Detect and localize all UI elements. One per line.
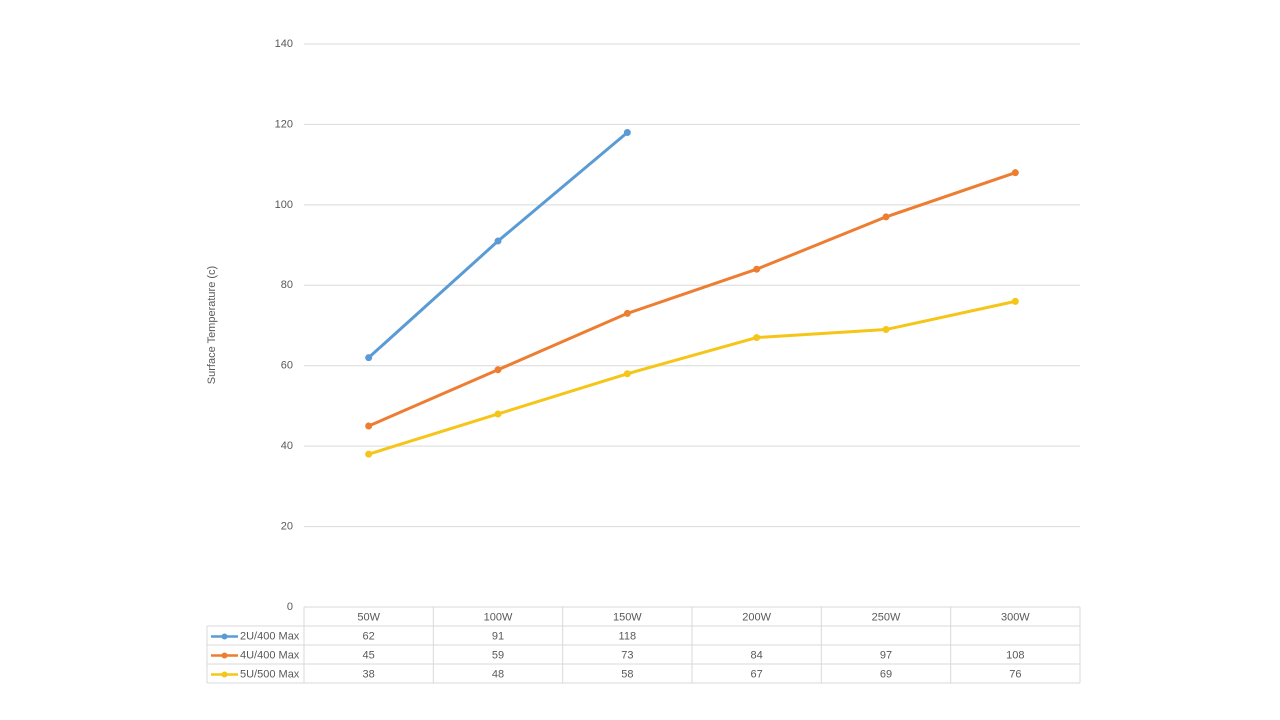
- x-tick-label: 150W: [613, 611, 642, 623]
- y-tick-label: 0: [287, 601, 293, 613]
- legend-label: 2U/400 Max: [240, 630, 300, 642]
- point-marker: [623, 370, 631, 378]
- legend-key-marker: [221, 671, 228, 678]
- point-marker: [494, 237, 502, 245]
- series-line: [368, 299, 1016, 456]
- y-tick-label: 60: [281, 360, 293, 372]
- table-value: 84: [751, 649, 763, 661]
- x-tick-label: 200W: [742, 611, 771, 623]
- point-marker: [882, 326, 890, 334]
- table-value: 108: [1006, 649, 1024, 661]
- y-tick-label: 120: [275, 118, 293, 130]
- table-value: 58: [621, 668, 633, 680]
- table-value: 97: [880, 649, 892, 661]
- point-marker: [365, 422, 373, 430]
- point-marker: [623, 128, 631, 136]
- x-tick-label: 300W: [1001, 611, 1030, 623]
- table-value: 118: [619, 630, 637, 642]
- legend-key-marker: [221, 652, 228, 659]
- x-tick-label: 50W: [357, 611, 380, 623]
- y-tick-label: 40: [281, 440, 293, 452]
- y-tick-label: 80: [281, 279, 293, 291]
- y-tick-label: 140: [275, 38, 293, 50]
- y-tick-label: 100: [275, 199, 293, 211]
- legend-label: 4U/400 Max: [240, 649, 300, 661]
- point-marker: [623, 309, 631, 317]
- table-value: 91: [492, 630, 504, 642]
- legend-label: 5U/500 Max: [240, 668, 300, 680]
- point-marker: [753, 334, 761, 342]
- table-value: 38: [363, 668, 375, 680]
- legend-key-marker: [221, 633, 228, 640]
- table-value: 48: [492, 668, 504, 680]
- point-marker: [882, 213, 890, 221]
- series-line: [367, 131, 629, 359]
- table-value: 73: [621, 649, 633, 661]
- point-marker: [753, 265, 761, 273]
- x-tick-label: 250W: [872, 611, 901, 623]
- x-tick-label: 100W: [484, 611, 513, 623]
- table-value: 69: [880, 668, 892, 680]
- table-value: 62: [363, 630, 375, 642]
- point-marker: [1011, 297, 1019, 305]
- point-marker: [365, 354, 373, 362]
- series-line: [368, 171, 1016, 428]
- table-value: 45: [363, 649, 375, 661]
- point-marker: [365, 450, 373, 458]
- y-axis-label: Surface Temperature (c): [206, 266, 218, 384]
- table-value: 76: [1009, 668, 1021, 680]
- point-marker: [494, 410, 502, 418]
- point-marker: [494, 366, 502, 374]
- y-tick-label: 20: [281, 520, 293, 532]
- table-value: 67: [751, 668, 763, 680]
- table-value: 59: [492, 649, 504, 661]
- point-marker: [1011, 169, 1019, 177]
